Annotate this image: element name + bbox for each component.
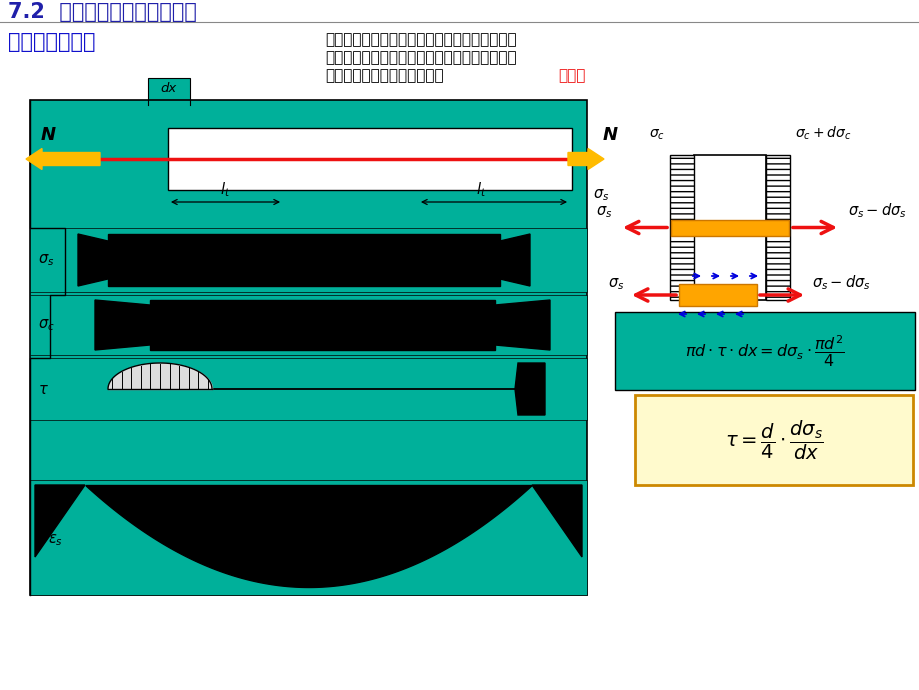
Text: $\sigma_c+d\sigma_c$: $\sigma_c+d\sigma_c$ [794,124,850,141]
Text: $\sigma_s-d\sigma_s$: $\sigma_s-d\sigma_s$ [811,273,869,292]
Bar [30,228,586,292]
Text: $l_t$: $l_t$ [475,180,485,199]
Polygon shape [494,300,550,350]
Text: $\varepsilon_s= \varepsilon_c$: $\varepsilon_s= \varepsilon_c$ [277,567,323,583]
Bar [30,358,586,420]
Text: 若钢筋和混凝土有相对滑移，就会在钢筋和混凝: 若钢筋和混凝土有相对滑移，就会在钢筋和混凝 [324,32,516,47]
Text: dx: dx [161,83,177,95]
Text: $\sigma_s$: $\sigma_s$ [38,252,54,268]
Text: 7.2  钢筋与混凝土的粘结性能: 7.2 钢筋与混凝土的粘结性能 [8,2,197,22]
Polygon shape [499,234,529,286]
FancyArrow shape [26,148,100,170]
Polygon shape [515,363,544,415]
FancyArrow shape [567,148,604,170]
Text: 粘结力: 粘结力 [558,68,584,83]
Bar [678,284,756,306]
Text: $\sigma_s$: $\sigma_s$ [607,276,623,292]
Bar [30,100,586,595]
Bar [148,78,190,100]
Text: $\sigma_s$: $\sigma_s$ [593,187,608,203]
Text: N: N [40,126,55,144]
Text: $\sigma_c$: $\sigma_c$ [648,127,664,141]
Polygon shape [95,300,150,350]
Bar [669,155,693,299]
Text: 力这种力称为钢筋和混凝土的: 力这种力称为钢筋和混凝土的 [324,68,443,83]
Bar [30,480,586,595]
Bar [168,128,572,190]
Bar [670,219,789,235]
Text: $l_t$: $l_t$ [220,180,230,199]
Text: $\tau$: $\tau$ [38,382,49,397]
Text: 一、粘结的概念: 一、粘结的概念 [8,32,96,52]
Text: $\tau = \dfrac{d}{4} \cdot \dfrac{d\sigma_s}{dx}$: $\tau = \dfrac{d}{4} \cdot \dfrac{d\sigm… [724,418,823,462]
Bar [614,312,914,390]
Bar [634,395,912,485]
Bar [108,234,499,286]
Text: $\pi d \cdot \tau \cdot dx = d\sigma_s \cdot \dfrac{\pi d^2}{4}$: $\pi d \cdot \tau \cdot dx = d\sigma_s \… [685,333,844,369]
Text: 土的交界面上，产生沿钢筋轴线方向的相互作用: 土的交界面上，产生沿钢筋轴线方向的相互作用 [324,50,516,65]
Bar [766,155,789,299]
Text: N: N [602,126,617,144]
Text: $\sigma_s-d\sigma_s$: $\sigma_s-d\sigma_s$ [847,201,906,219]
Text: $\varepsilon_s$: $\varepsilon_s$ [48,532,63,548]
Polygon shape [35,485,85,557]
Polygon shape [531,485,582,557]
Bar [693,155,766,299]
Text: $\sigma_c$: $\sigma_c$ [38,317,55,333]
Text: $\sigma_s$: $\sigma_s$ [595,204,611,219]
Bar [30,295,586,355]
Text: $\tau$: $\tau$ [712,250,722,265]
Bar [150,300,494,350]
Polygon shape [78,234,108,286]
